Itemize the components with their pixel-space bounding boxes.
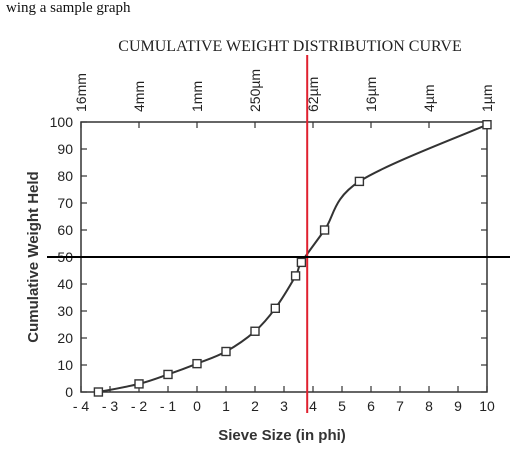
- top-axis-label: 62µm: [305, 77, 321, 112]
- top-axis: 16mm 4mm 1mm 250µm 62µm 16µm 4µm 1µm: [73, 69, 495, 128]
- x-tick-label: 1: [222, 398, 230, 414]
- top-axis-label: 4µm: [421, 84, 437, 112]
- x-tick-label: - 2: [131, 398, 148, 414]
- x-tick-label: 10: [479, 398, 495, 414]
- data-point-marker: [93, 387, 104, 397]
- data-point-marker: [354, 176, 365, 187]
- data-point-marker: [221, 346, 231, 357]
- data-point-marker: [163, 369, 173, 380]
- y-tick-label: 30: [57, 303, 73, 319]
- data-point-marker: [319, 225, 330, 235]
- y-tick-label: 70: [57, 195, 73, 211]
- data-point-marker: [270, 303, 280, 313]
- data-point-marker: [482, 119, 492, 130]
- y-tick-label: 0: [65, 384, 73, 400]
- top-axis-label: 16µm: [363, 77, 379, 112]
- x-tick-label: 2: [251, 398, 259, 414]
- x-tick-label: 8: [425, 398, 433, 414]
- y-tick-label: 40: [57, 276, 73, 292]
- data-point-marker: [250, 326, 260, 336]
- top-axis-label: 4mm: [131, 81, 147, 112]
- top-axis-label: 1µm: [479, 84, 495, 112]
- y-tick-label: 60: [57, 222, 73, 238]
- top-axis-label: 16mm: [73, 73, 89, 112]
- x-tick-label: - 3: [102, 398, 119, 414]
- y-tick-label: 80: [57, 168, 73, 184]
- data-point-marker: [296, 257, 307, 268]
- x-tick-label: 6: [367, 398, 375, 414]
- series-line: [98, 123, 488, 393]
- x-axis-label: Sieve Size (in phi): [218, 427, 346, 444]
- x-tick-label: 5: [338, 398, 346, 414]
- x-axis: - 4 - 3 - 2 - 1 0 1 2 3 4 5 6 7 8 9 10: [73, 386, 495, 414]
- x-tick-label: 4: [309, 398, 317, 414]
- x-tick-label: - 4: [73, 398, 90, 414]
- top-axis-label: 1mm: [189, 81, 205, 112]
- reference-lines: [47, 55, 510, 413]
- data-point-marker: [290, 271, 301, 281]
- x-tick-label: 7: [396, 398, 404, 414]
- y-tick-label: 20: [57, 330, 73, 346]
- top-text-fragment: wing a sample graph: [6, 0, 131, 16]
- data-point-marker: [192, 358, 202, 369]
- y-tick-label: 100: [50, 114, 74, 130]
- x-tick-label: 0: [193, 398, 201, 414]
- y-tick-label: 10: [57, 357, 73, 373]
- y-tick-label: 90: [57, 141, 73, 157]
- data-point-marker: [134, 379, 144, 389]
- top-axis-label: 250µm: [247, 69, 263, 112]
- chart-title: CUMULATIVE WEIGHT DISTRIBUTION CURVE: [118, 38, 461, 55]
- series-layer: [93, 119, 492, 397]
- x-tick-label: 3: [280, 398, 288, 414]
- x-tick-label: 9: [454, 398, 462, 414]
- y-axis-label: Cumulative Weight Held: [25, 171, 42, 342]
- x-tick-label: - 1: [160, 398, 177, 414]
